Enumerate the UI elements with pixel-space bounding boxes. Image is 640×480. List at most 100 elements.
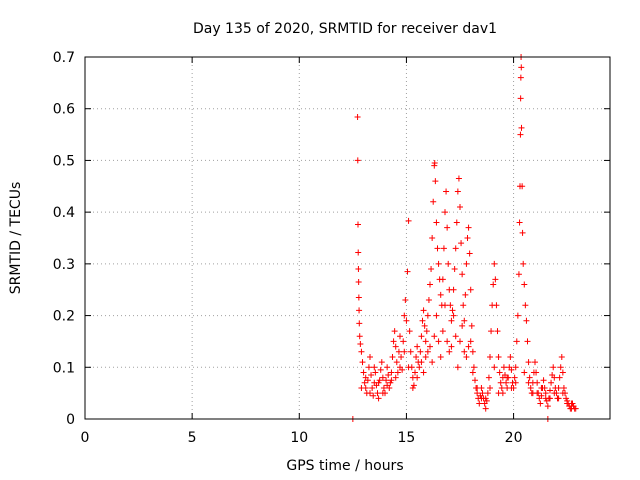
- x-tick-label: 15: [398, 430, 416, 446]
- data-point: [401, 312, 408, 319]
- data-point: [497, 379, 504, 386]
- data-point: [494, 328, 501, 335]
- data-point: [420, 369, 427, 376]
- data-point: [392, 374, 399, 381]
- data-point: [397, 333, 403, 340]
- data-point: [439, 328, 446, 335]
- data-point: [559, 390, 566, 397]
- data-point: [385, 372, 392, 379]
- data-point: [474, 390, 481, 397]
- data-point: [457, 338, 463, 345]
- data-point: [492, 276, 499, 283]
- data-point: [391, 328, 398, 335]
- data-point: [362, 374, 369, 381]
- data-point: [525, 379, 532, 386]
- y-tick-label: 0.1: [53, 360, 75, 376]
- data-point: [387, 379, 394, 386]
- data-point: [376, 377, 383, 384]
- data-point: [444, 338, 451, 345]
- data-point: [560, 384, 567, 391]
- data-point: [442, 209, 448, 216]
- data-point: [406, 328, 413, 335]
- data-point: [354, 113, 361, 120]
- data-point: [527, 384, 534, 391]
- data-point: [540, 377, 547, 384]
- data-point: [548, 379, 555, 386]
- data-point: [470, 364, 477, 371]
- data-point: [418, 333, 425, 340]
- data-point: [375, 395, 382, 402]
- data-point: [354, 157, 361, 164]
- data-point: [517, 74, 524, 81]
- data-point: [482, 395, 489, 402]
- data-point: [384, 382, 391, 389]
- data-point: [563, 395, 570, 402]
- data-point: [443, 188, 450, 195]
- data-point: [427, 343, 433, 350]
- data-point: [356, 307, 363, 314]
- grid-lines: [85, 57, 610, 419]
- data-point: [435, 338, 442, 345]
- data-point: [449, 307, 456, 314]
- data-point: [467, 338, 474, 345]
- data-point: [417, 348, 424, 355]
- data-point: [414, 343, 421, 350]
- data-point: [551, 390, 558, 397]
- data-point: [466, 250, 473, 257]
- chart-title: Day 135 of 2020, SRMTID for receiver dav…: [193, 21, 497, 37]
- data-point: [433, 312, 440, 319]
- data-point: [518, 64, 525, 71]
- x-tick-label: 10: [290, 430, 308, 446]
- data-point: [428, 266, 435, 273]
- data-point: [461, 317, 468, 324]
- data-point: [533, 369, 540, 376]
- data-point: [397, 364, 403, 371]
- data-point: [433, 219, 440, 226]
- data-point: [504, 374, 511, 381]
- data-point: [524, 338, 531, 345]
- x-axis-label: GPS time / hours: [286, 458, 403, 474]
- data-point: [357, 341, 364, 348]
- data-point: [383, 377, 390, 384]
- data-point: [452, 333, 459, 340]
- data-point: [521, 369, 528, 376]
- data-point: [519, 229, 526, 236]
- data-point: [378, 359, 385, 366]
- data-point: [434, 245, 441, 252]
- data-point: [454, 188, 461, 195]
- data-point: [390, 338, 397, 345]
- data-point: [380, 384, 387, 391]
- data-point: [375, 379, 382, 386]
- data-point: [454, 364, 461, 371]
- data-point: [483, 397, 490, 404]
- data-point: [523, 317, 530, 324]
- data-point: [431, 160, 438, 167]
- data-point: [367, 390, 373, 397]
- data-point: [429, 359, 436, 366]
- data-point: [401, 348, 408, 355]
- data-point: [405, 364, 412, 371]
- data-point: [467, 286, 474, 293]
- data-point: [374, 390, 381, 397]
- data-point: [407, 348, 414, 355]
- data-point: [476, 400, 483, 407]
- data-point: [522, 302, 529, 309]
- data-point: [431, 333, 438, 340]
- data-point: [368, 372, 375, 379]
- data-point: [450, 286, 457, 293]
- data-point: [556, 374, 563, 381]
- data-point: [448, 317, 455, 324]
- data-point: [514, 312, 521, 319]
- data-point: [393, 359, 400, 366]
- data-point: [430, 198, 437, 205]
- data-point: [469, 369, 476, 376]
- data-point: [427, 281, 433, 288]
- data-point: [555, 395, 562, 402]
- data-point: [355, 266, 362, 273]
- data-point: [515, 271, 522, 278]
- y-tick-label: 0.5: [53, 153, 75, 169]
- data-point: [425, 297, 432, 304]
- data-point: [403, 317, 410, 324]
- data-point: [414, 374, 421, 381]
